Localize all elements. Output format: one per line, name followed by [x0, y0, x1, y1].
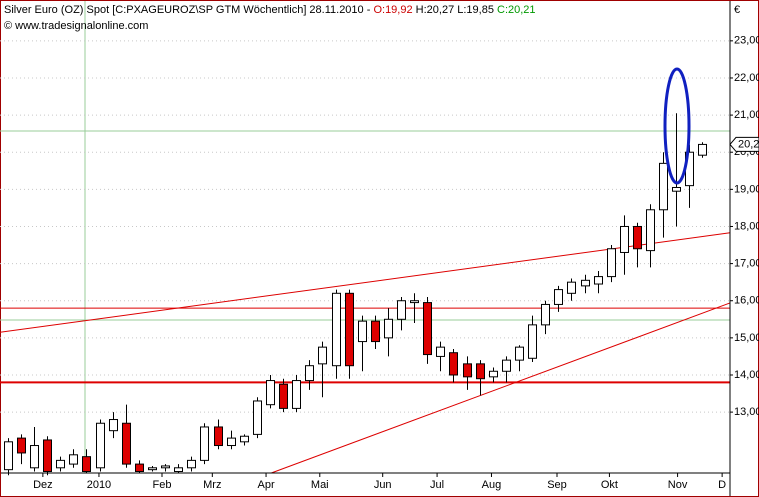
title-part: O:19,92 — [373, 4, 412, 16]
x-tick-label: Jun — [374, 479, 392, 491]
candle-body — [672, 186, 681, 192]
x-tick-label: Jul — [430, 479, 444, 491]
x-tick-label: Aug — [482, 479, 502, 491]
x-tick-label: Dez — [33, 479, 53, 491]
candle-body — [646, 209, 655, 252]
x-tick-label: Mai — [311, 479, 329, 491]
candle-body — [214, 426, 223, 447]
candle-body — [122, 422, 131, 465]
y-tick-label: 18,00 — [734, 220, 759, 232]
candle-body — [148, 467, 157, 471]
x-tick-label: D — [718, 479, 726, 491]
y-tick-label: 14,00 — [734, 369, 759, 381]
trend-line — [271, 302, 731, 474]
x-tick-label: Nov — [668, 479, 688, 491]
candle-body — [410, 300, 419, 304]
candle-body — [371, 320, 380, 343]
y-tick-label: 21,00 — [734, 109, 759, 121]
y-tick-label: 16,00 — [734, 295, 759, 307]
x-tick-label: Feb — [153, 479, 172, 491]
y-tick-label: 17,00 — [734, 258, 759, 270]
x-tick-label: Mrz — [203, 479, 221, 491]
candle-body — [502, 359, 511, 372]
title-part: C:20,21 — [497, 4, 536, 16]
last-price-label: 20,2 — [738, 138, 759, 150]
candle-body — [161, 465, 170, 469]
candle-body — [318, 346, 327, 365]
candle-body — [4, 441, 13, 471]
candle-body — [423, 302, 432, 356]
candle-body — [174, 467, 183, 473]
candle-body — [332, 292, 341, 367]
x-tick-label: Sep — [547, 479, 567, 491]
candle-body — [541, 303, 550, 326]
candle-body — [227, 437, 236, 447]
candle-body — [489, 370, 498, 378]
last-price-marker — [729, 136, 759, 152]
candle-body — [358, 320, 367, 343]
title-part: H:20,27 — [416, 4, 455, 16]
candle-body — [135, 463, 144, 473]
candle-body — [305, 365, 314, 382]
candle-body — [69, 454, 78, 465]
chart-title: Silver Euro (OZ) Spot [C:PXAGEUROZ\SP GT… — [4, 4, 536, 16]
candle-body — [266, 380, 275, 406]
candle-body — [43, 439, 52, 473]
candle-body — [620, 225, 629, 253]
candle-body — [292, 380, 301, 409]
x-tick-label: Apr — [257, 479, 274, 491]
candle-body — [659, 162, 668, 211]
highlight-ellipse — [663, 67, 691, 185]
candle-body — [279, 383, 288, 409]
candle-body — [567, 281, 576, 294]
candle-body — [82, 456, 91, 473]
candle-body — [607, 248, 616, 278]
candle-body — [449, 352, 458, 376]
candle-body — [96, 422, 105, 469]
candle-body — [528, 324, 537, 359]
y-tick-label: 22,00 — [734, 72, 759, 84]
title-part: L:19,85 — [457, 4, 494, 16]
candle-body — [30, 445, 39, 469]
y-tick-label: 23,00 — [734, 35, 759, 47]
candle-body — [240, 435, 249, 443]
candle-body — [581, 279, 590, 287]
y-tick-label: 15,00 — [734, 332, 759, 344]
candle-body — [515, 346, 524, 361]
x-tick-label: Okt — [601, 479, 618, 491]
candle-body — [253, 400, 262, 435]
candle-body — [397, 300, 406, 320]
candle-body — [594, 276, 603, 285]
candle-body — [384, 318, 393, 339]
candle-body — [436, 346, 445, 357]
candle-body — [554, 289, 563, 305]
candle-body — [56, 459, 65, 469]
candle-body — [17, 437, 26, 454]
candle-body — [633, 225, 642, 250]
candle-body — [476, 363, 485, 380]
candle-body — [187, 459, 196, 469]
y-tick-label: 13,00 — [734, 406, 759, 418]
x-tick-label: 2010 — [87, 479, 111, 491]
candle-body — [200, 426, 209, 461]
candle-body — [345, 292, 354, 367]
currency-label: € — [734, 4, 740, 16]
y-tick-label: 19,00 — [734, 183, 759, 195]
candle-body — [698, 143, 707, 156]
plot-area — [0, 40, 731, 476]
candle-body — [463, 363, 472, 378]
candle-body — [109, 419, 118, 432]
chart-subtitle: © www.tradesignalonline.com — [4, 20, 148, 32]
title-part: Silver Euro (OZ) Spot [C:PXAGEUROZ\SP GT… — [4, 4, 371, 16]
